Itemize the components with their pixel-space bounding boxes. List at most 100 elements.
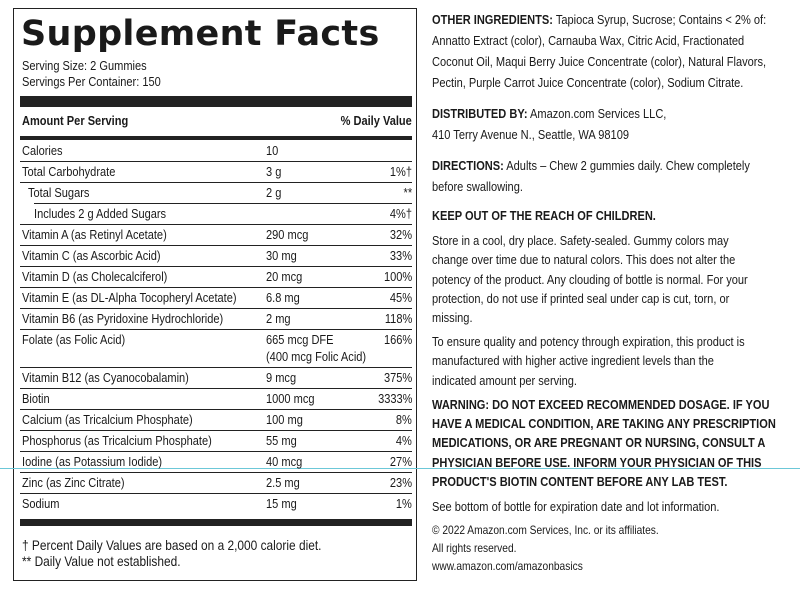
nutrient-amount: 2.5 mg: [266, 475, 300, 490]
info-lead: DISTRIBUTED BY:: [432, 106, 528, 121]
nutrient-amount: 6.8 mg: [266, 290, 300, 305]
row-rule: [20, 472, 412, 473]
daily-value: 8%: [396, 412, 412, 427]
nutrient-label: Vitamin B6 (as Pyridoxine Hydrochloride): [22, 311, 224, 326]
daily-value: 27%: [389, 454, 412, 469]
nutrient-label: Calcium (as Tricalcium Phosphate): [22, 412, 193, 427]
nutrient-label: Folate (as Folic Acid): [22, 332, 126, 347]
nutrient-label: Calories: [22, 143, 63, 158]
daily-value: 3333%: [377, 391, 412, 406]
info-line: To ensure quality and potency through ex…: [432, 334, 745, 349]
nutrient-amount: 10: [266, 143, 279, 158]
nutrient-amount: 290 mcg: [266, 227, 309, 242]
row-rule: [20, 409, 412, 410]
row-rule: [20, 430, 412, 431]
daily-value: 23%: [389, 475, 412, 490]
amount-header: Amount Per Serving: [22, 113, 129, 128]
daily-value: 100%: [383, 269, 412, 284]
daily-value: 375%: [383, 370, 412, 385]
nutrient-label: Includes 2 g Added Sugars: [34, 206, 167, 221]
nutrient-amount: (400 mcg Folic Acid): [266, 349, 367, 364]
warning-line: MEDICATIONS, OR ARE PREGNANT OR NURSING,…: [432, 435, 766, 451]
nutrient-amount: 15 mg: [266, 496, 297, 511]
nutrient-amount: 100 mg: [266, 412, 303, 427]
info-line: Pectin, Purple Carrot Juice Concentrate …: [432, 75, 744, 90]
nutrient-label: Vitamin E (as DL-Alpha Tocopheryl Acetat…: [22, 290, 237, 305]
serving-size: Serving Size: 2 Gummies: [22, 58, 147, 73]
info-text: Adults – Chew 2 gummies daily. Chew comp…: [503, 158, 750, 173]
dv-header: % Daily Value: [340, 113, 412, 128]
info-line: Annatto Extract (color), Carnauba Wax, C…: [432, 33, 745, 48]
row-rule: [20, 182, 412, 183]
footnote: ** Daily Value not established.: [22, 553, 181, 569]
nutrient-label: Vitamin A (as Retinyl Acetate): [22, 227, 167, 242]
info-lead: KEEP OUT OF THE REACH OF CHILDREN.: [432, 208, 656, 223]
nutrient-amount: 30 mg: [266, 248, 297, 263]
row-rule: [20, 308, 412, 309]
servings-per-container: Servings Per Container: 150: [22, 74, 161, 89]
nutrient-amount: 2 mg: [266, 311, 291, 326]
nutrient-amount: 9 mcg: [266, 370, 297, 385]
nutrient-label: Total Sugars: [28, 185, 90, 200]
facts-panel: [13, 8, 417, 581]
info-line: protection, do not use if printed seal u…: [432, 290, 730, 306]
guide-line: [0, 468, 800, 469]
row-rule: [20, 388, 412, 389]
info-text: Amazon.com Services LLC,: [527, 106, 667, 121]
daily-value: 45%: [389, 290, 412, 305]
thick-rule: [20, 519, 412, 526]
nutrient-amount: 3 g: [266, 164, 282, 179]
copyright-line: All rights reserved.: [432, 541, 517, 555]
warning-line: WARNING: DO NOT EXCEED RECOMMENDED DOSAG…: [432, 397, 770, 412]
daily-value: 1%†: [389, 164, 412, 179]
nutrient-label: Vitamin D (as Cholecalciferol): [22, 269, 168, 284]
daily-value: 118%: [384, 311, 412, 326]
info-text: Tapioca Syrup, Sucrose; Contains < 2% of…: [552, 12, 767, 27]
copyright-line: www.amazon.com/amazonbasics: [432, 559, 583, 573]
info-line: 410 Terry Avenue N., Seattle, WA 98109: [432, 127, 629, 142]
nutrient-amount: 2 g: [266, 185, 282, 200]
footnote: † Percent Daily Values are based on a 2,…: [22, 537, 322, 553]
warning-line: HAVE A MEDICAL CONDITION, ARE TAKING ANY…: [432, 416, 776, 432]
copyright-line: © 2022 Amazon.com Services, Inc. or its …: [432, 523, 659, 537]
nutrient-label: Total Carbohydrate: [22, 164, 116, 179]
row-rule: [20, 224, 412, 225]
info-line: change over time due to natural colors. …: [432, 252, 736, 268]
nutrient-amount: 665 mcg DFE: [266, 332, 334, 347]
info-lead: DIRECTIONS:: [432, 158, 504, 173]
info-line: before swallowing.: [432, 179, 523, 194]
header-rule: [20, 136, 412, 140]
info-line: OTHER INGREDIENTS: Tapioca Syrup, Sucros…: [432, 12, 766, 28]
row-rule: [20, 329, 412, 330]
nutrient-label: Zinc (as Zinc Citrate): [22, 475, 125, 490]
daily-value: 32%: [389, 227, 412, 242]
nutrient-amount: 20 mcg: [266, 269, 303, 284]
daily-value: **: [403, 185, 412, 200]
row-rule: [20, 493, 412, 494]
nutrient-amount: 1000 mcg: [266, 391, 315, 406]
warning-line: PHYSICIAN BEFORE USE. INFORM YOUR PHYSIC…: [432, 454, 762, 470]
nutrient-amount: 55 mg: [266, 433, 297, 448]
daily-value: 166%: [383, 332, 412, 347]
warning-line: PRODUCT'S BIOTIN CONTENT BEFORE ANY LAB …: [432, 473, 728, 489]
info-line: potency of the product. Any clouding of …: [432, 271, 748, 287]
info-line: KEEP OUT OF THE REACH OF CHILDREN.: [432, 208, 656, 224]
info-line: Store in a cool, dry place. Safety-seale…: [432, 233, 729, 248]
nutrient-label: Biotin: [22, 391, 50, 406]
info-line: See bottom of bottle for expiration date…: [432, 499, 720, 514]
daily-value: 4%†: [389, 206, 412, 221]
info-line: manufactured with higher active ingredie…: [432, 353, 714, 369]
info-line: indicated amount per serving.: [432, 372, 577, 388]
daily-value: 1%: [396, 496, 412, 511]
daily-value: 4%: [396, 433, 412, 448]
nutrient-label: Vitamin C (as Ascorbic Acid): [22, 248, 161, 263]
row-rule: [34, 203, 412, 204]
row-rule: [20, 451, 412, 452]
info-line: DISTRIBUTED BY: Amazon.com Services LLC,: [432, 106, 666, 122]
panel-title: Supplement Facts: [21, 14, 380, 54]
nutrient-label: Iodine (as Potassium Iodide): [22, 454, 163, 469]
thick-rule: [20, 96, 412, 107]
daily-value: 33%: [389, 248, 412, 263]
info-line: missing.: [432, 310, 473, 326]
